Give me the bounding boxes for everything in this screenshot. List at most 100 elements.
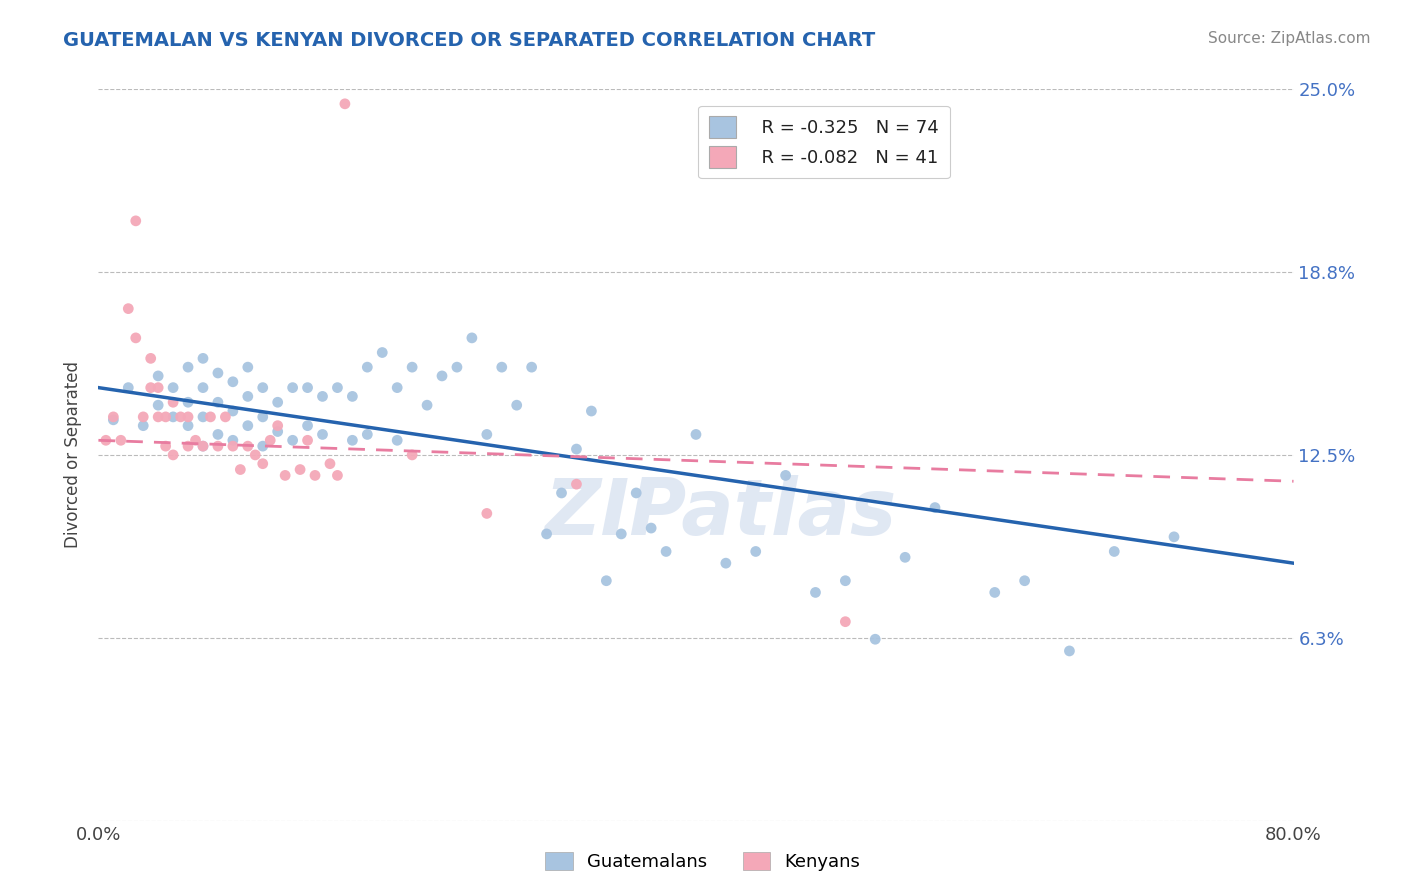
Point [297, 381, 319, 395]
Point [297, 434, 319, 448]
Point [184, 434, 207, 448]
Point [1104, 544, 1126, 558]
Point [191, 439, 214, 453]
Point [1014, 574, 1036, 588]
Point [148, 398, 170, 412]
Point [177, 395, 200, 409]
Point [520, 360, 543, 375]
Point [834, 615, 856, 629]
Point [565, 477, 588, 491]
Legend:   R = -0.325   N = 74,   R = -0.082   N = 41: R = -0.325 N = 74, R = -0.082 N = 41 [697, 105, 950, 178]
Point [714, 556, 737, 570]
Point [550, 486, 572, 500]
Point [326, 468, 349, 483]
Point [595, 574, 617, 588]
Point [581, 404, 603, 418]
Point [319, 457, 342, 471]
Point [685, 427, 707, 442]
Point [259, 434, 281, 448]
Point [162, 381, 184, 395]
Point [626, 486, 648, 500]
Legend: Guatemalans, Kenyans: Guatemalans, Kenyans [538, 845, 868, 879]
Point [132, 409, 155, 424]
Point [267, 395, 290, 409]
Point [177, 418, 200, 433]
Point [461, 331, 484, 345]
Point [191, 351, 214, 366]
Point [506, 398, 529, 412]
Point [148, 409, 170, 424]
Point [356, 360, 378, 375]
Point [281, 381, 304, 395]
Point [222, 404, 245, 418]
Point [416, 398, 439, 412]
Point [236, 418, 259, 433]
Point [94, 434, 117, 448]
Point [222, 439, 245, 453]
Point [139, 381, 162, 395]
Point [475, 427, 498, 442]
Point [288, 462, 311, 476]
Point [475, 507, 498, 521]
Point [640, 521, 662, 535]
Point [207, 366, 229, 380]
Point [1163, 530, 1185, 544]
Point [245, 448, 267, 462]
Point [117, 301, 139, 316]
Point [804, 585, 827, 599]
Point [1059, 644, 1081, 658]
Point [132, 418, 155, 433]
Point [610, 527, 633, 541]
Point [207, 395, 229, 409]
Point [304, 468, 326, 483]
Point [155, 409, 177, 424]
Point [207, 439, 229, 453]
Point [252, 457, 274, 471]
Point [491, 360, 513, 375]
Point [342, 389, 364, 403]
Point [191, 409, 214, 424]
Point [267, 425, 290, 439]
Point [214, 409, 236, 424]
Point [148, 368, 170, 383]
Point [333, 96, 356, 111]
Point [125, 331, 148, 345]
Point [236, 389, 259, 403]
Point [236, 360, 259, 375]
Point [252, 381, 274, 395]
Point [110, 434, 132, 448]
Point [252, 439, 274, 453]
Point [834, 574, 856, 588]
Point [177, 409, 200, 424]
Point [371, 345, 394, 359]
Point [281, 434, 304, 448]
Point [984, 585, 1007, 599]
Point [139, 351, 162, 366]
Text: GUATEMALAN VS KENYAN DIVORCED OR SEPARATED CORRELATION CHART: GUATEMALAN VS KENYAN DIVORCED OR SEPARAT… [63, 31, 876, 50]
Point [222, 434, 245, 448]
Point [177, 360, 200, 375]
Point [222, 375, 245, 389]
Point [536, 527, 558, 541]
Point [274, 468, 297, 483]
Point [655, 544, 678, 558]
Point [125, 214, 148, 228]
Point [229, 462, 252, 476]
Point [311, 389, 333, 403]
Point [162, 395, 184, 409]
Point [148, 381, 170, 395]
Point [207, 427, 229, 442]
Point [775, 468, 797, 483]
Point [191, 439, 214, 453]
Point [401, 448, 423, 462]
Point [162, 409, 184, 424]
Point [177, 439, 200, 453]
Point [446, 360, 468, 375]
Point [865, 632, 887, 647]
Text: ZIPatlas: ZIPatlas [544, 475, 896, 551]
Point [924, 500, 946, 515]
Point [252, 409, 274, 424]
Point [401, 360, 423, 375]
Point [385, 434, 409, 448]
Text: Source: ZipAtlas.com: Source: ZipAtlas.com [1208, 31, 1371, 46]
